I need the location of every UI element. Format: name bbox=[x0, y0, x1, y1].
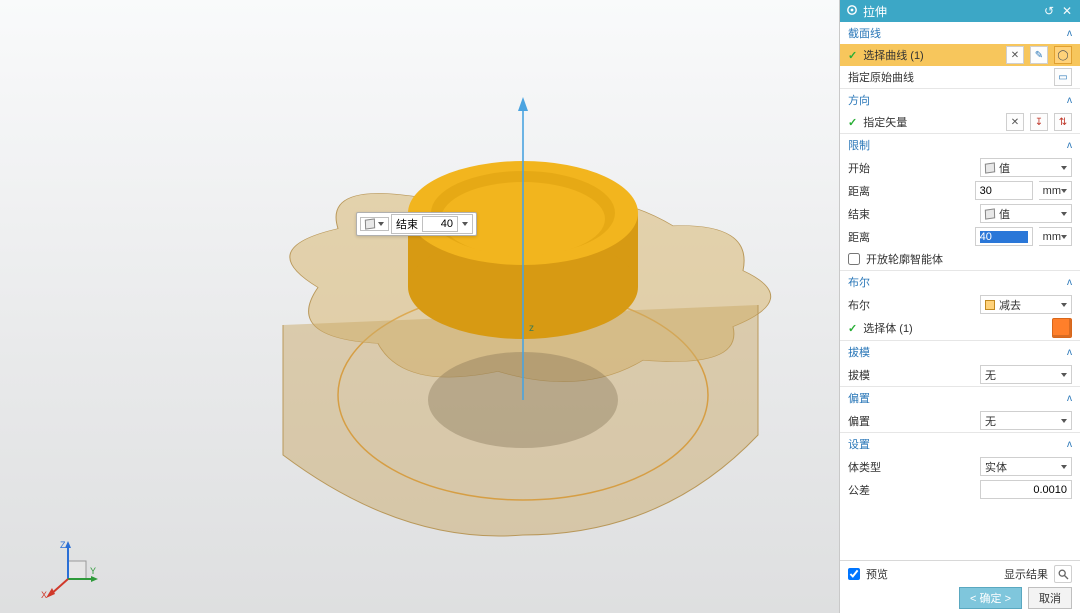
row-end: 结束 值 bbox=[840, 202, 1080, 225]
panel-buttons: < 确定 > 取消 bbox=[840, 587, 1080, 613]
row-dist1: 距离 mm bbox=[840, 179, 1080, 202]
chevron-up-icon: ʌ bbox=[1067, 277, 1072, 288]
section-header-limit[interactable]: 限制ʌ bbox=[840, 133, 1080, 156]
chevron-up-icon: ʌ bbox=[1067, 95, 1072, 106]
row-body-type: 体类型 实体 bbox=[840, 455, 1080, 478]
orig-curve-icon[interactable]: ▭ bbox=[1054, 68, 1072, 86]
panel-reset-icon[interactable]: ↺ bbox=[1040, 4, 1058, 18]
check-icon: ✓ bbox=[848, 116, 857, 129]
csys-triad[interactable]: Z Y X bbox=[38, 539, 98, 599]
draft-select[interactable]: 无 bbox=[980, 365, 1072, 384]
float-end-select[interactable]: 结束 bbox=[391, 214, 473, 234]
reverse-vector-icon[interactable]: ⇅ bbox=[1054, 113, 1072, 131]
svg-text:Y: Y bbox=[90, 566, 96, 576]
section-header-draft[interactable]: 拔模ʌ bbox=[840, 340, 1080, 363]
svg-text:X: X bbox=[41, 590, 47, 599]
row-open-profile[interactable]: 开放轮廓智能体 bbox=[840, 248, 1080, 270]
open-profile-checkbox[interactable] bbox=[848, 253, 860, 265]
chevron-up-icon: ʌ bbox=[1067, 140, 1072, 151]
svg-text:z: z bbox=[529, 323, 534, 334]
end-mode-select[interactable]: 值 bbox=[980, 204, 1072, 223]
cube-icon bbox=[985, 162, 995, 173]
subtract-icon bbox=[985, 300, 995, 310]
section-header-settings[interactable]: 设置ʌ bbox=[840, 432, 1080, 455]
row-bool-mode: 布尔 减去 bbox=[840, 293, 1080, 316]
chevron-up-icon: ʌ bbox=[1067, 28, 1072, 39]
ok-button[interactable]: < 确定 > bbox=[959, 587, 1022, 609]
body-icon[interactable] bbox=[1052, 318, 1072, 338]
curve-rule-icon[interactable]: ◯ bbox=[1054, 46, 1072, 64]
float-end-label: 结束 bbox=[396, 216, 418, 232]
gear-icon bbox=[846, 4, 858, 19]
start-mode-select[interactable]: 值 bbox=[980, 158, 1072, 177]
row-vector[interactable]: ✓ 指定矢量 ✕ ↧ ⇅ bbox=[840, 111, 1080, 133]
offset-select[interactable]: 无 bbox=[980, 411, 1072, 430]
panel-title: 拉伸 bbox=[863, 3, 887, 20]
check-icon: ✓ bbox=[848, 322, 857, 335]
dist2-input[interactable] bbox=[975, 227, 1033, 246]
panel-header[interactable]: 拉伸 ↺ ✕ bbox=[840, 0, 1080, 22]
cube-icon bbox=[365, 218, 375, 229]
tolerance-input[interactable] bbox=[980, 480, 1072, 499]
sketch-icon[interactable]: ✎ bbox=[1030, 46, 1048, 64]
float-mode-select[interactable] bbox=[360, 217, 389, 231]
panel-footer: 预览 显示结果 bbox=[840, 560, 1080, 587]
section-header-curve[interactable]: 截面线ʌ bbox=[840, 22, 1080, 44]
show-result-label: 显示结果 bbox=[1004, 566, 1048, 582]
chevron-up-icon: ʌ bbox=[1067, 439, 1072, 450]
section-header-boolean[interactable]: 布尔ʌ bbox=[840, 270, 1080, 293]
float-end-value[interactable] bbox=[427, 218, 453, 230]
row-draft: 拔模 无 bbox=[840, 363, 1080, 386]
row-start: 开始 值 bbox=[840, 156, 1080, 179]
filter-x-icon[interactable]: ✕ bbox=[1006, 46, 1024, 64]
model-canvas: z bbox=[0, 0, 839, 613]
row-dist2: 距离 mm bbox=[840, 225, 1080, 248]
clear-vector-icon[interactable]: ✕ bbox=[1006, 113, 1024, 131]
preview-label: 预览 bbox=[866, 566, 888, 582]
panel-body: 截面线ʌ ✓ 选择曲线 (1) ✕ ✎ ◯ 指定原始曲线 ▭ 方向ʌ ✓ 指定矢… bbox=[840, 22, 1080, 560]
extrude-panel: 拉伸 ↺ ✕ 截面线ʌ ✓ 选择曲线 (1) ✕ ✎ ◯ 指定原始曲线 ▭ 方向… bbox=[839, 0, 1080, 613]
cancel-button[interactable]: 取消 bbox=[1028, 587, 1072, 609]
row-offset: 偏置 无 bbox=[840, 409, 1080, 432]
check-icon: ✓ bbox=[848, 49, 857, 62]
show-result-button[interactable] bbox=[1054, 565, 1072, 583]
body-type-select[interactable]: 实体 bbox=[980, 457, 1072, 476]
row-select-body[interactable]: ✓ 选择体 (1) bbox=[840, 316, 1080, 340]
bool-mode-select[interactable]: 减去 bbox=[980, 295, 1072, 314]
viewport-3d[interactable]: z 结束 Z Y X bbox=[0, 0, 839, 613]
vector-picker-icon[interactable]: ↧ bbox=[1030, 113, 1048, 131]
row-orig-curve[interactable]: 指定原始曲线 ▭ bbox=[840, 66, 1080, 88]
on-canvas-end-input[interactable]: 结束 bbox=[356, 212, 477, 236]
chevron-up-icon: ʌ bbox=[1067, 347, 1072, 358]
section-header-direction[interactable]: 方向ʌ bbox=[840, 88, 1080, 111]
row-tolerance: 公差 bbox=[840, 478, 1080, 501]
preview-checkbox[interactable] bbox=[848, 568, 860, 580]
dist1-unit[interactable]: mm bbox=[1039, 181, 1072, 200]
dist2-unit[interactable]: mm bbox=[1039, 227, 1072, 246]
chevron-up-icon: ʌ bbox=[1067, 393, 1072, 404]
panel-close-icon[interactable]: ✕ bbox=[1058, 4, 1076, 18]
cube-icon bbox=[985, 208, 995, 219]
svg-text:Z: Z bbox=[60, 540, 66, 550]
section-header-offset[interactable]: 偏置ʌ bbox=[840, 386, 1080, 409]
row-select-curve[interactable]: ✓ 选择曲线 (1) ✕ ✎ ◯ bbox=[840, 44, 1080, 66]
dist1-input[interactable] bbox=[975, 181, 1033, 200]
